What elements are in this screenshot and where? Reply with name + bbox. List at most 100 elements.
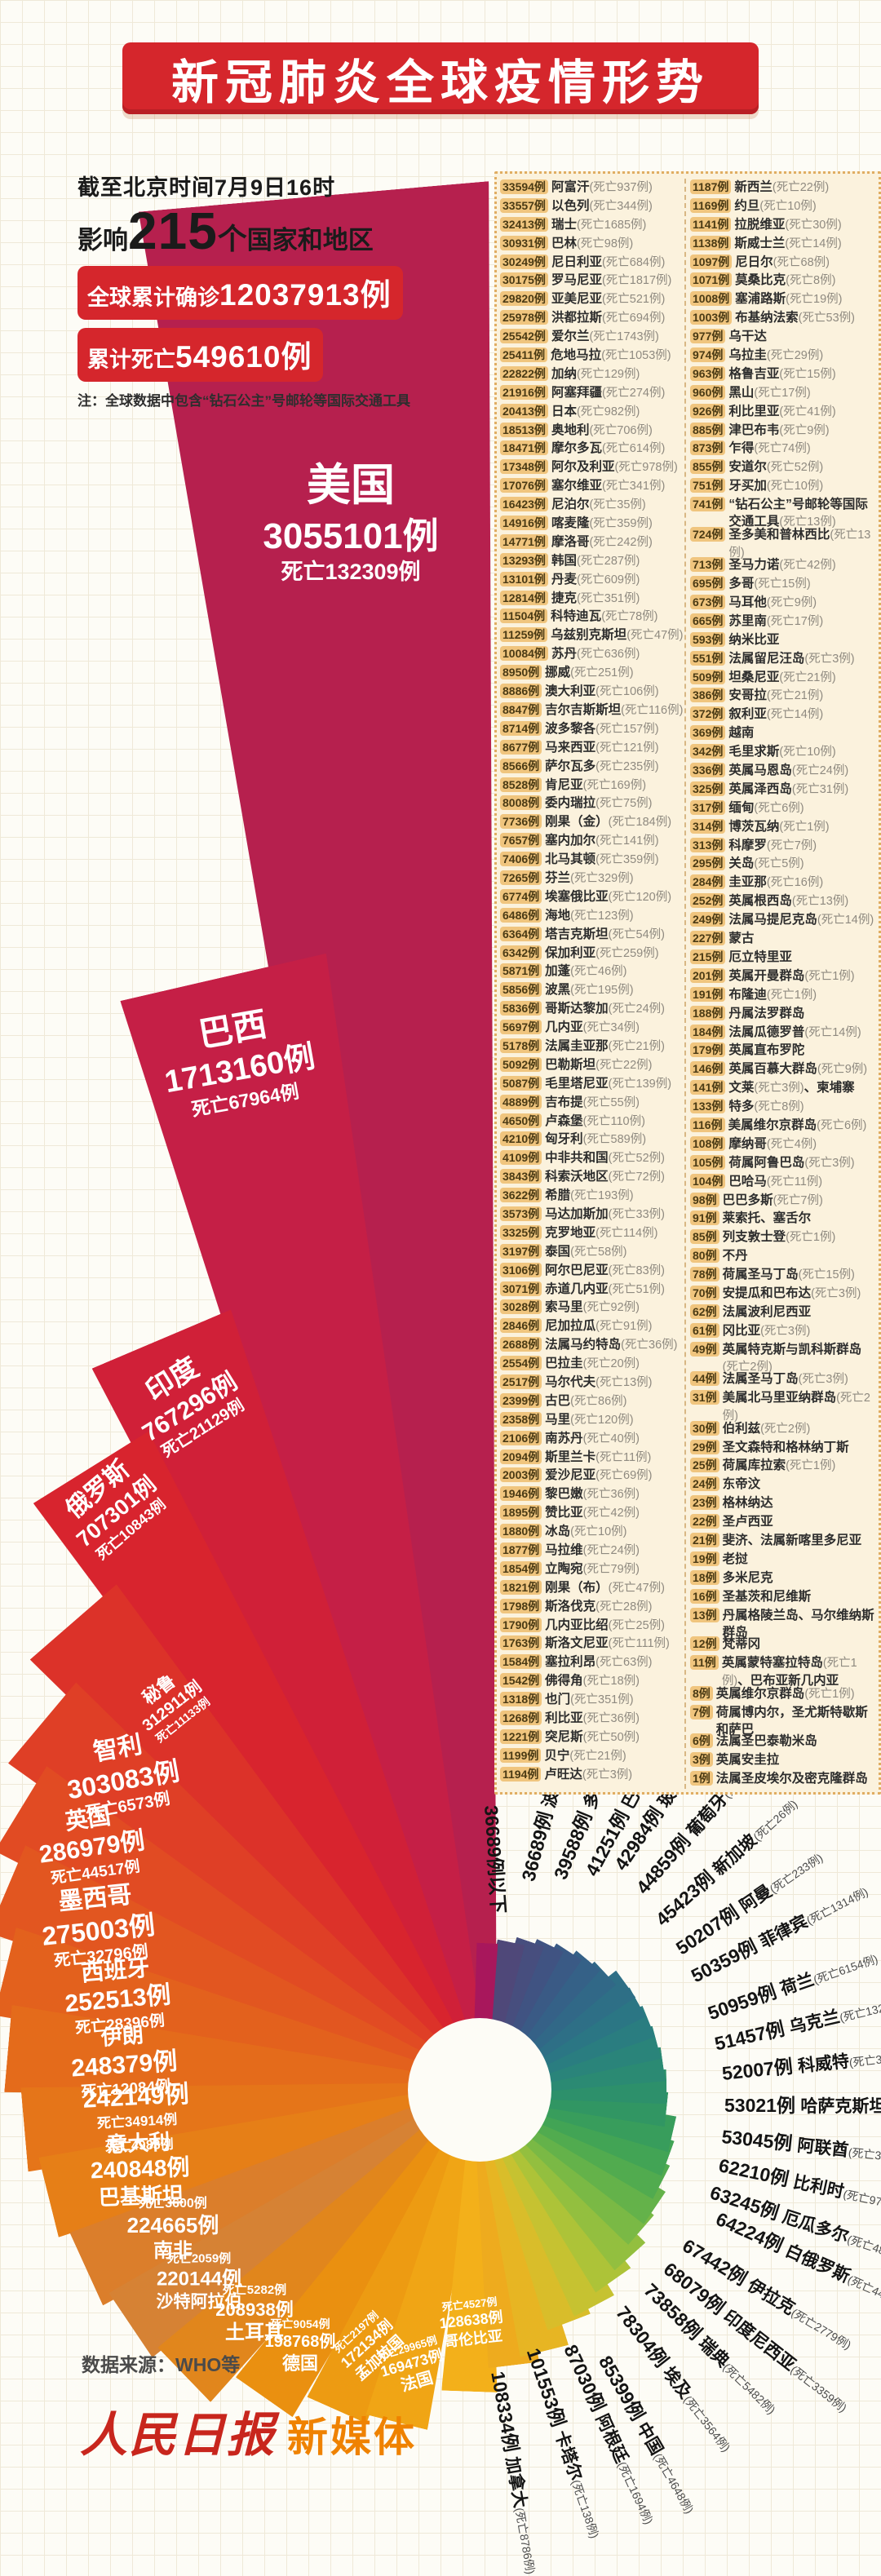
country-label: 洪都拉斯(死亡694例) <box>551 311 666 325</box>
case-count-badge: 13101例 <box>500 571 548 586</box>
case-count-badge: 7例 <box>690 1704 713 1720</box>
country-label: 法属波利尼西亚 <box>722 1304 812 1319</box>
list-item: 1877例 马拉维(死亡24例) <box>500 1542 684 1560</box>
country-label: 刚果（金）(死亡184例) <box>545 815 672 830</box>
case-count-badge: 12814例 <box>500 590 548 605</box>
country-label: 瑞士(死亡1685例) <box>551 217 647 232</box>
country-label: 索马里(死亡92例) <box>545 1300 640 1315</box>
country-label: 捷克(死亡351例) <box>551 591 640 605</box>
country-label: 圣文森特和格林纳丁斯 <box>722 1440 849 1454</box>
case-count-badge: 80例 <box>690 1248 719 1264</box>
list-item: 1187例 新西兰(死亡22例) <box>690 179 877 197</box>
country-label: 古巴(死亡86例) <box>545 1393 627 1408</box>
case-count-badge: 23例 <box>690 1495 719 1511</box>
list-item: 22例 圣卢西亚 <box>690 1513 877 1532</box>
case-count-badge: 5697例 <box>500 1020 542 1035</box>
case-count-badge: 30例 <box>690 1420 719 1436</box>
case-count-badge: 17348例 <box>500 459 548 475</box>
case-count-badge: 974例 <box>690 347 726 363</box>
country-label: 博茨瓦纳(死亡1例) <box>728 819 830 834</box>
list-item: 2846例 尼加拉瓜(死亡91例) <box>500 1317 684 1336</box>
country-label: 爱尔兰(死亡1743例) <box>551 330 659 344</box>
confirmed-value: 12037913例 <box>219 278 392 312</box>
case-count-badge: 855例 <box>690 459 726 475</box>
list-item: 3028例 索马里(死亡92例) <box>500 1299 684 1317</box>
list-item: 3325例 克罗地亚(死亡114例) <box>500 1224 684 1243</box>
country-label: 特多(死亡8例) <box>728 1100 804 1114</box>
case-count-badge: 32413例 <box>500 216 548 232</box>
list-item: 18471例 摩尔多瓦(死亡614例) <box>500 440 684 458</box>
list-item: 25978例 洪都拉斯(死亡694例) <box>500 309 684 328</box>
list-item: 20413例 日本(死亡982例) <box>500 403 684 422</box>
country-label: 奥地利(死亡706例) <box>551 423 653 437</box>
list-item: 105例 荷属阿鲁巴岛(死亡3例) <box>690 1154 877 1173</box>
list-item: 313例 科摩罗(死亡7例) <box>690 837 877 856</box>
case-count-badge: 18513例 <box>500 422 548 437</box>
case-count-badge: 1854例 <box>500 1560 542 1576</box>
list-item: 1880例 冰岛(死亡10例) <box>500 1523 684 1542</box>
country-label: 越南 <box>728 726 755 741</box>
country-label: 关岛(死亡5例) <box>728 856 804 871</box>
case-count-badge: 8950例 <box>500 665 542 680</box>
country-label: 圣基茨和尼维斯 <box>722 1589 812 1604</box>
impact-unit: 个 <box>217 222 247 255</box>
country-label: 阿富汗(死亡937例) <box>551 180 653 194</box>
country-label: 英属泽西岛(死亡31例) <box>728 781 849 796</box>
fan-label-沙特阿拉伯: 死亡2059例 220144例 沙特阿拉伯 <box>156 2251 242 2312</box>
case-count-badge: 7406例 <box>500 852 542 867</box>
country-label: 亚美尼亚(死亡521例) <box>551 292 666 307</box>
country-label: 老挝 <box>722 1551 748 1566</box>
case-count-badge: 6486例 <box>500 907 542 923</box>
country-label: 乌拉圭(死亡29例) <box>728 348 824 363</box>
list-item: 25例 荷属库拉索(死亡1例) <box>690 1457 877 1476</box>
case-count-badge: 14771例 <box>500 533 548 549</box>
case-count-badge: 22822例 <box>500 365 548 381</box>
country-label: 莫桑比克(死亡8例) <box>735 273 836 288</box>
as-of-date: 截至北京时间7月9日16时 <box>77 175 336 200</box>
list-item: 8566例 萨尔瓦多(死亡235例) <box>500 758 684 777</box>
case-count-badge: 24例 <box>690 1476 719 1492</box>
country-label: 保加利亚(死亡259例) <box>545 945 659 960</box>
case-count-badge: 372例 <box>690 706 726 722</box>
case-count-badge: 1221例 <box>500 1728 542 1744</box>
case-count-badge: 2003例 <box>500 1467 542 1483</box>
country-label: 圭亚那(死亡16例) <box>728 875 824 890</box>
list-item: 14916例 喀麦隆(死亡359例) <box>500 515 684 533</box>
fan-label-土耳其: 死亡5282例 208938例 土耳其 <box>215 2282 294 2344</box>
country-label: 英属蒙特塞拉特岛(死亡1例)、巴布亚新几内亚 <box>721 1656 857 1689</box>
case-count-badge: 1895例 <box>500 1505 542 1520</box>
list-item: 184例 法属瓜德罗普(死亡14例) <box>690 1024 877 1042</box>
list-item: 5697例 几内亚(死亡34例) <box>500 1019 684 1038</box>
peoples-daily-logo: 人民日报 <box>80 2409 277 2462</box>
case-count-badge: 1194例 <box>500 1766 542 1782</box>
list-item: 7406例 北马其顿(死亡359例) <box>500 851 684 870</box>
country-label: 新西兰(死亡22例) <box>734 180 830 194</box>
case-count-badge: 1071例 <box>690 272 733 288</box>
case-count-badge: 551例 <box>690 650 726 666</box>
case-count-badge: 104例 <box>690 1173 726 1188</box>
country-label: 荷属圣马丁岛(死亡15例) <box>722 1268 855 1282</box>
country-label: 约旦(死亡10例) <box>734 198 817 213</box>
case-count-badge: 10084例 <box>500 646 548 662</box>
country-label: 澳大利亚(死亡106例) <box>545 684 659 699</box>
country-label: 贝宁(死亡21例) <box>544 1748 626 1763</box>
list-item: 19例 老挝 <box>690 1551 877 1569</box>
list-item: 1821例 刚果（布）(死亡47例) <box>500 1579 684 1598</box>
list-item: 551例 法属留尼汪岛(死亡3例) <box>690 650 877 669</box>
case-count-badge: 8008例 <box>500 795 542 811</box>
list-item: 10084例 苏丹(死亡636例) <box>500 645 684 664</box>
case-count-badge: 252例 <box>690 893 726 909</box>
list-item: 7657例 塞内加尔(死亡141例) <box>500 832 684 851</box>
list-item: 2688例 法属马约特岛(死亡36例) <box>500 1336 684 1355</box>
list-item: 1221例 突尼斯(死亡50例) <box>500 1728 684 1747</box>
country-label: 布基纳法索(死亡53例) <box>735 311 855 325</box>
summary-stats: 截至北京时间7月9日16时 影响 215 个 国家和地区 全球累计确诊 12037… <box>77 170 410 409</box>
case-count-badge: 1542例 <box>500 1673 542 1689</box>
country-label: 埃塞俄比亚(死亡120例) <box>545 889 672 904</box>
publisher-logo: 人民日报 新媒体 <box>80 2397 417 2465</box>
country-list-right-column: 1187例 新西兰(死亡22例) 1169例 约旦(死亡10例) 1141例 拉脱维亚(死… <box>684 179 877 1789</box>
list-item: 2003例 爱沙尼亚(死亡69例) <box>500 1467 684 1485</box>
case-count-badge: 295例 <box>690 856 726 871</box>
case-count-badge: 19例 <box>690 1551 719 1566</box>
country-label: 塞尔维亚(死亡341例) <box>551 479 666 494</box>
